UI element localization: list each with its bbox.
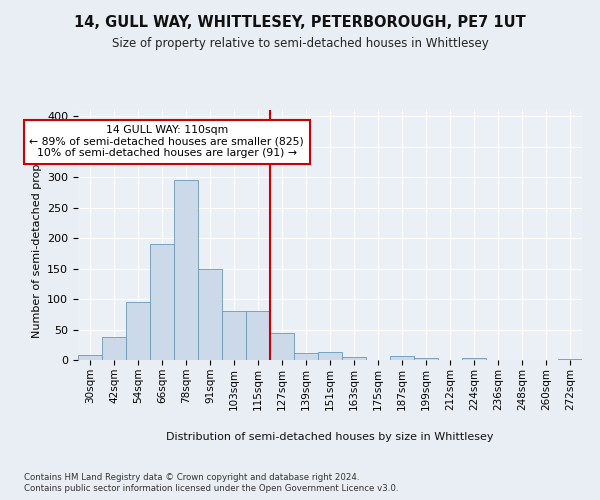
Bar <box>294 352 318 360</box>
Bar <box>174 180 198 360</box>
Bar <box>126 302 150 360</box>
Bar <box>390 356 414 360</box>
Text: Size of property relative to semi-detached houses in Whittlesey: Size of property relative to semi-detach… <box>112 38 488 51</box>
Text: Distribution of semi-detached houses by size in Whittlesey: Distribution of semi-detached houses by … <box>166 432 494 442</box>
Text: Contains public sector information licensed under the Open Government Licence v3: Contains public sector information licen… <box>24 484 398 493</box>
Text: 14 GULL WAY: 110sqm
← 89% of semi-detached houses are smaller (825)
10% of semi-: 14 GULL WAY: 110sqm ← 89% of semi-detach… <box>29 125 304 158</box>
Bar <box>102 337 126 360</box>
Bar <box>462 358 486 360</box>
Bar <box>78 355 102 360</box>
Text: 14, GULL WAY, WHITTLESEY, PETERBOROUGH, PE7 1UT: 14, GULL WAY, WHITTLESEY, PETERBOROUGH, … <box>74 15 526 30</box>
Bar <box>342 357 366 360</box>
Text: Contains HM Land Registry data © Crown copyright and database right 2024.: Contains HM Land Registry data © Crown c… <box>24 472 359 482</box>
Bar <box>222 311 246 360</box>
Bar <box>246 311 270 360</box>
Bar <box>414 358 438 360</box>
Y-axis label: Number of semi-detached properties: Number of semi-detached properties <box>32 132 41 338</box>
Bar <box>198 268 222 360</box>
Bar <box>270 333 294 360</box>
Bar <box>558 359 582 360</box>
Bar <box>318 352 342 360</box>
Bar <box>150 244 174 360</box>
